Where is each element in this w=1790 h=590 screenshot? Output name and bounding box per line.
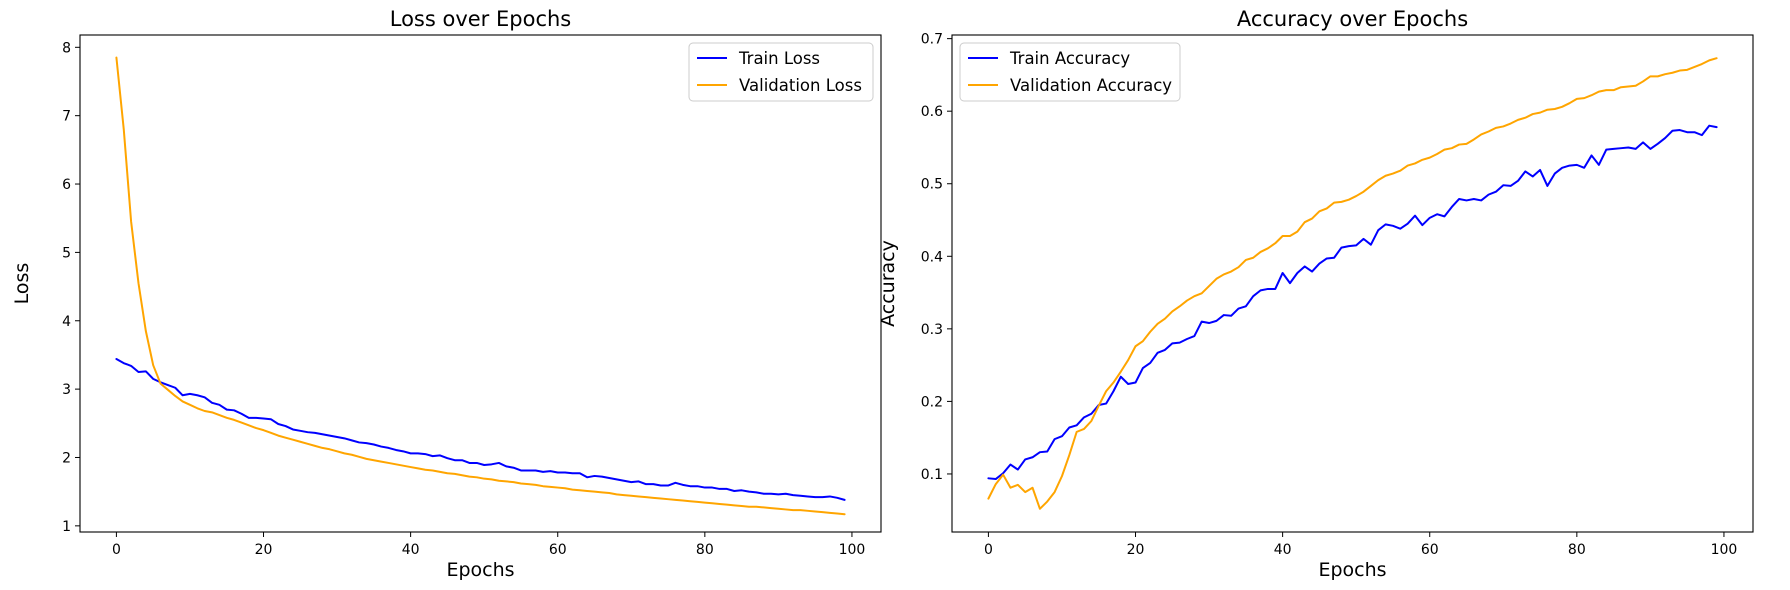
y-tick-label: 0.5 — [921, 177, 943, 193]
x-tick-label: 60 — [549, 542, 567, 558]
chart-title: Loss over Epochs — [390, 7, 571, 31]
x-tick-label: 80 — [1568, 542, 1586, 558]
y-tick-label: 0.1 — [921, 467, 943, 483]
x-tick-label: 0 — [112, 542, 121, 558]
y-axis-label: Loss — [11, 263, 33, 305]
y-tick-label: 8 — [62, 40, 71, 56]
legend-label: Validation Accuracy — [1010, 76, 1172, 95]
y-tick-label: 1 — [62, 519, 71, 535]
y-tick-label: 7 — [62, 109, 71, 125]
series-line-train-loss — [115, 358, 846, 501]
chart-title: Accuracy over Epochs — [1237, 7, 1468, 31]
y-tick-label: 0.7 — [921, 32, 943, 48]
legend-box — [688, 42, 874, 102]
x-tick-label: 60 — [1421, 542, 1439, 558]
x-tick-label: 0 — [984, 542, 993, 558]
legend-label: Validation Loss — [739, 76, 862, 95]
chart-panel-2: 0 20 40 60 80 100 0.1 0.2 0.3 0.4 0.5 0.6 0.7 Accurac… — [877, 7, 1754, 581]
x-tick-label: 20 — [1127, 542, 1145, 558]
x-tick-label: 20 — [255, 542, 273, 558]
y-tick-label: 0.2 — [921, 394, 943, 410]
y-tick-label: 0.3 — [921, 322, 943, 338]
x-axis-label: Epochs — [1318, 559, 1386, 581]
y-tick-label: 3 — [62, 382, 71, 398]
legend-label: Train Loss — [738, 49, 820, 68]
series-line-train-accuracy — [987, 124, 1718, 481]
series-line-validation-loss — [115, 56, 846, 516]
series-line-validation-accuracy — [987, 57, 1718, 510]
chart-panel-1: 0 20 40 60 80 100 1 2 3 4 5 6 7 8 Loss over Epochs Epoc… — [11, 7, 882, 581]
legend-box — [959, 42, 1181, 102]
axes-frame — [951, 34, 1754, 533]
x-tick-label: 100 — [1711, 542, 1738, 558]
x-tick-label: 40 — [402, 542, 420, 558]
y-tick-label: 2 — [62, 450, 71, 466]
axes-frame — [79, 34, 882, 533]
x-tick-label: 80 — [696, 542, 714, 558]
legend: Train Loss Validation Loss — [688, 42, 874, 102]
x-tick-label: 40 — [1274, 542, 1292, 558]
y-tick-label: 6 — [62, 177, 71, 193]
legend-label: Train Accuracy — [1009, 49, 1130, 68]
y-tick-label: 5 — [62, 245, 71, 261]
y-tick-label: 4 — [62, 314, 71, 330]
x-tick-label: 100 — [839, 542, 866, 558]
y-tick-label: 0.4 — [921, 249, 943, 265]
y-axis-label: Accuracy — [877, 240, 899, 327]
y-tick-label: 0.6 — [921, 104, 943, 120]
legend: Train Accuracy Validation Accuracy — [959, 42, 1181, 102]
x-axis-label: Epochs — [446, 559, 514, 581]
